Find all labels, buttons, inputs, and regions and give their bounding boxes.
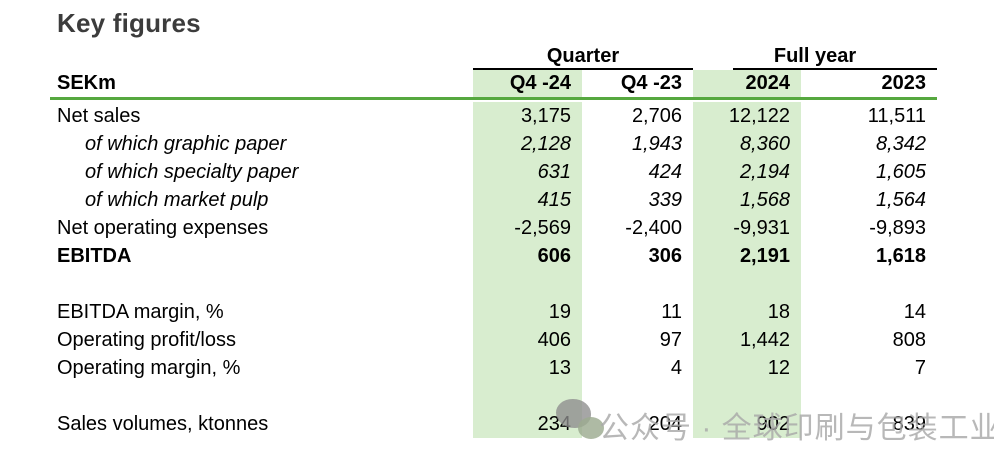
cell-value: 808 bbox=[892, 329, 926, 351]
table-row-operating-profit: Operating profit/loss 406 97 1,442 808 bbox=[50, 326, 937, 354]
cell-value: 339 bbox=[648, 189, 682, 211]
wechat-chat-bubbles-icon bbox=[555, 397, 605, 442]
cell-value: 1,568 bbox=[693, 186, 801, 214]
cell-value bbox=[473, 270, 582, 298]
row-label: EBITDA bbox=[57, 245, 132, 267]
table-row-blank bbox=[50, 382, 937, 410]
table-row-specialty-paper: of which specialty paper 631 424 2,194 1… bbox=[50, 158, 937, 186]
cell-value: 2,194 bbox=[693, 158, 801, 186]
cell-value: 2,191 bbox=[693, 242, 801, 270]
cell-value: 1,564 bbox=[875, 189, 926, 211]
table-row-ebitda: EBITDA 606 306 2,191 1,618 bbox=[50, 242, 937, 270]
row-label: of which graphic paper bbox=[85, 133, 287, 155]
table-row-market-pulp: of which market pulp 415 339 1,568 1,564 bbox=[50, 186, 937, 214]
column-header-row: SEKm Q4 -24 Q4 -23 2024 2023 bbox=[50, 70, 937, 97]
row-label: Net sales bbox=[57, 105, 141, 127]
cell-value bbox=[582, 270, 693, 298]
cell-value: 19 bbox=[473, 298, 582, 326]
cell-value: 1,618 bbox=[875, 245, 926, 267]
cell-value: 2,706 bbox=[631, 105, 682, 127]
chat-bubble-small bbox=[578, 417, 604, 439]
full-year-underline bbox=[733, 68, 937, 70]
cell-value: 8,342 bbox=[875, 133, 926, 155]
table-row-net-sales: Net sales 3,175 2,706 12,122 11,511 bbox=[50, 102, 937, 130]
column-group-quarter: Quarter bbox=[473, 44, 693, 70]
cell-value: 2,128 bbox=[473, 130, 582, 158]
cell-value: 13 bbox=[473, 354, 582, 382]
cell-value: 18 bbox=[693, 298, 801, 326]
column-group-full-year: Full year bbox=[693, 44, 937, 70]
cell-value: 606 bbox=[473, 242, 582, 270]
cell-value: 11 bbox=[661, 301, 682, 323]
row-label: EBITDA margin, % bbox=[57, 301, 224, 323]
cell-value: 415 bbox=[473, 186, 582, 214]
row-label: Sales volumes, ktonnes bbox=[57, 413, 269, 435]
table-row-ebitda-margin: EBITDA margin, % 19 11 18 14 bbox=[50, 298, 937, 326]
cell-value: 7 bbox=[914, 357, 926, 379]
cell-value: -2,400 bbox=[625, 217, 682, 239]
page-title: Key figures bbox=[57, 8, 201, 38]
green-divider-line bbox=[50, 97, 937, 100]
cell-value: 1,605 bbox=[875, 161, 926, 183]
row-label: of which market pulp bbox=[85, 189, 269, 211]
column-header-q4-24: Q4 -24 bbox=[473, 70, 582, 97]
table-row-operating-margin: Operating margin, % 13 4 12 7 bbox=[50, 354, 937, 382]
cell-value: -9,931 bbox=[693, 214, 801, 242]
cell-value: 97 bbox=[659, 329, 682, 351]
cell-value: 424 bbox=[648, 161, 682, 183]
table-row-graphic-paper: of which graphic paper 2,128 1,943 8,360… bbox=[50, 130, 937, 158]
row-label bbox=[50, 270, 473, 298]
cell-value: 1,442 bbox=[693, 326, 801, 354]
row-label: of which specialty paper bbox=[85, 161, 299, 183]
cell-value: 3,175 bbox=[473, 102, 582, 130]
cell-value: 204 bbox=[648, 413, 682, 435]
cell-value: 306 bbox=[648, 245, 682, 267]
row-label bbox=[50, 382, 473, 410]
cell-value: -9,893 bbox=[869, 217, 926, 239]
column-header-2023: 2023 bbox=[881, 72, 927, 94]
cell-value: 8,360 bbox=[693, 130, 801, 158]
column-group-full-year-label: Full year bbox=[773, 45, 857, 67]
column-group-header-row: Quarter Full year bbox=[50, 44, 937, 70]
unit-label: SEKm bbox=[57, 72, 116, 94]
cell-value: -2,569 bbox=[473, 214, 582, 242]
row-label: Operating margin, % bbox=[57, 357, 241, 379]
row-label: Operating profit/loss bbox=[57, 329, 236, 351]
table-row-blank bbox=[50, 270, 937, 298]
key-figures-table: Quarter Full year SEKm Q4 -24 Q4 -23 202… bbox=[50, 44, 937, 438]
cell-value: 4 bbox=[670, 357, 682, 379]
cell-value: 12 bbox=[693, 354, 801, 382]
cell-value bbox=[693, 270, 801, 298]
table-row-net-operating-expenses: Net operating expenses -2,569 -2,400 -9,… bbox=[50, 214, 937, 242]
watermark-text: 公众号 · 全球印刷与包装工业 bbox=[599, 412, 994, 445]
cell-value: 839 bbox=[892, 413, 926, 435]
cell-value bbox=[693, 382, 801, 410]
cell-value bbox=[801, 270, 937, 298]
group-header-spacer bbox=[50, 44, 473, 70]
cell-value: 406 bbox=[473, 326, 582, 354]
cell-value: 1,943 bbox=[631, 133, 682, 155]
cell-value: 11,511 bbox=[867, 105, 926, 127]
cell-value: 14 bbox=[903, 301, 926, 323]
cell-value: 631 bbox=[473, 158, 582, 186]
column-header-2024: 2024 bbox=[693, 70, 801, 97]
cell-value: 902 bbox=[693, 410, 801, 438]
row-label: Net operating expenses bbox=[57, 217, 269, 239]
cell-value: 12,122 bbox=[693, 102, 801, 130]
column-header-q4-23: Q4 -23 bbox=[620, 72, 682, 94]
